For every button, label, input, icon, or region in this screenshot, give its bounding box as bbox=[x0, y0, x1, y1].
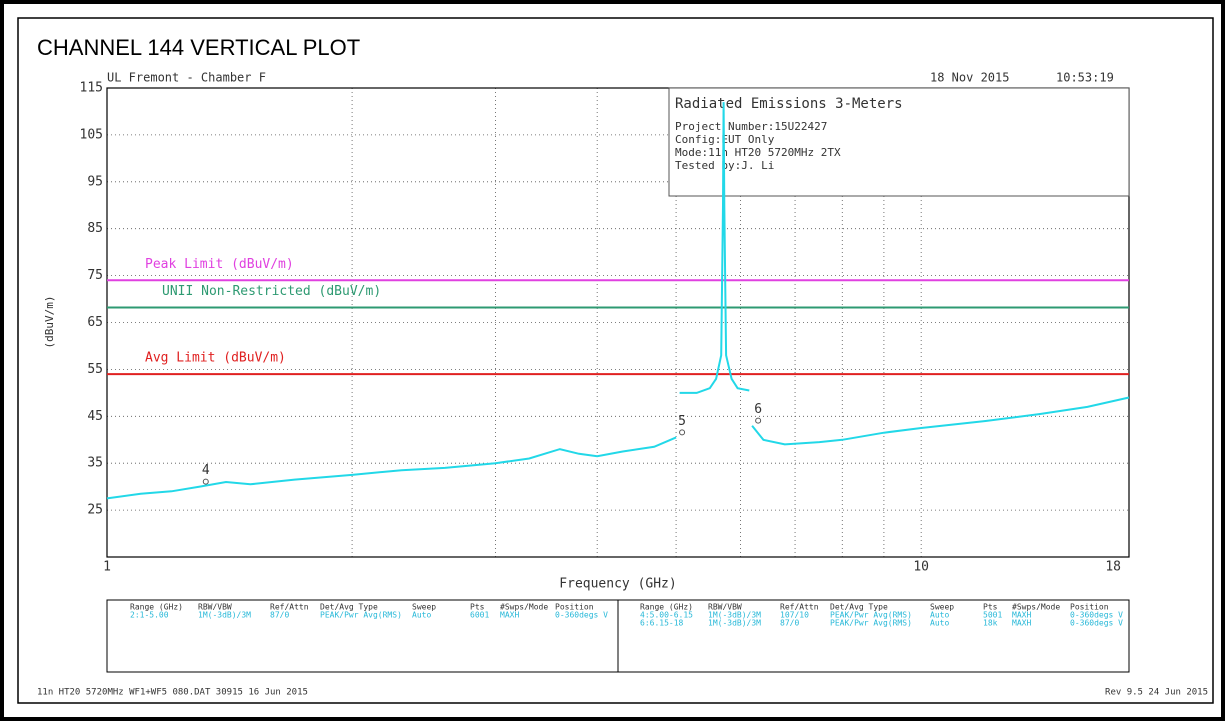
limit-label: UNII Non-Restricted (dBuV/m) bbox=[162, 284, 381, 299]
table-cell: MAXH bbox=[500, 611, 519, 620]
y-tick-label: 75 bbox=[87, 268, 103, 283]
table-cell: PEAK/Pwr Avg(RMS) bbox=[830, 619, 912, 628]
table-cell: PEAK/Pwr Avg(RMS) bbox=[320, 611, 402, 620]
chart-title: CHANNEL 144 VERTICAL PLOT bbox=[37, 35, 360, 60]
table-cell: 107/10 bbox=[780, 611, 809, 620]
limit-label: Avg Limit (dBuV/m) bbox=[145, 351, 286, 366]
table-cell: 2:1-5.00 bbox=[130, 611, 169, 620]
table-header: Det/Avg Type bbox=[320, 603, 378, 612]
header-left: UL Fremont - Chamber F bbox=[107, 71, 266, 85]
y-tick-label: 115 bbox=[80, 81, 103, 96]
table-header: RBW/VBW bbox=[708, 603, 742, 612]
footer-left: 11n HT20 5720MHz WF1+WF5 080.DAT 30915 1… bbox=[37, 688, 308, 698]
table-cell: Auto bbox=[412, 611, 431, 620]
table-header: Sweep bbox=[412, 603, 436, 612]
table-header: Pts bbox=[983, 603, 998, 612]
table-cell: 1M(-3dB)/3M bbox=[708, 619, 761, 628]
table-cell: 6:6.15-18 bbox=[640, 619, 684, 628]
trace-line bbox=[751, 396, 1130, 446]
header-date: 18 Nov 2015 bbox=[930, 71, 1009, 85]
x-tick-label: 10 bbox=[913, 560, 929, 575]
y-tick-label: 85 bbox=[87, 221, 103, 236]
table-cell: 5001 bbox=[983, 611, 1002, 620]
table-header: #Swps/Mode bbox=[500, 603, 548, 612]
x-tick-label: 18 bbox=[1105, 560, 1121, 575]
marker-label: 5 bbox=[678, 414, 686, 429]
marker bbox=[679, 429, 686, 436]
y-tick-label: 55 bbox=[87, 362, 103, 377]
inner-frame bbox=[17, 17, 1214, 704]
table-cell: 0-360degs V bbox=[1070, 611, 1123, 620]
table-header: RBW/VBW bbox=[198, 603, 232, 612]
marker bbox=[755, 417, 762, 424]
table-header: Ref/Attn bbox=[270, 603, 309, 612]
marker-label: 6 bbox=[754, 402, 762, 417]
table-cell: 1M(-3dB)/3M bbox=[708, 611, 761, 620]
table-cell: 18k bbox=[983, 619, 998, 628]
header-time: 10:53:19 bbox=[1056, 71, 1114, 85]
table-header: Pts bbox=[470, 603, 485, 612]
y-tick-label: 65 bbox=[87, 315, 103, 330]
table-cell: 0-360degs V bbox=[1070, 619, 1123, 628]
table-header: Sweep bbox=[930, 603, 954, 612]
info-text: Config:EUT Only bbox=[675, 133, 775, 146]
trace-line bbox=[679, 102, 750, 394]
limit-label: Peak Limit (dBuV/m) bbox=[145, 257, 294, 272]
table-cell: 6001 bbox=[470, 611, 489, 620]
y-axis-label: (dBuV/m) bbox=[43, 296, 56, 349]
y-tick-label: 95 bbox=[87, 174, 103, 189]
table-cell: 1M(-3dB)/3M bbox=[198, 611, 251, 620]
y-tick-label: 35 bbox=[87, 456, 103, 471]
table-header: Range (GHz) bbox=[130, 603, 183, 612]
table-header: Det/Avg Type bbox=[830, 603, 888, 612]
table-cell: Auto bbox=[930, 611, 949, 620]
table-cell: 0-360degs V bbox=[555, 611, 608, 620]
table-cell: 4:5.00-6.15 bbox=[640, 611, 693, 620]
table-cell: 87/0 bbox=[780, 619, 799, 628]
table-header: Position bbox=[1070, 603, 1109, 612]
table-header: Ref/Attn bbox=[780, 603, 819, 612]
table-cell: PEAK/Pwr Avg(RMS) bbox=[830, 611, 912, 620]
info-text: Radiated Emissions 3-Meters bbox=[675, 96, 903, 112]
plot-frame bbox=[106, 87, 1130, 558]
trace-line bbox=[106, 436, 677, 500]
table-header: Range (GHz) bbox=[640, 603, 693, 612]
marker-label: 4 bbox=[202, 463, 210, 478]
table-cell: 87/0 bbox=[270, 611, 289, 620]
x-tick-label: 1 bbox=[103, 560, 111, 575]
marker bbox=[202, 478, 209, 485]
table-header: #Swps/Mode bbox=[1012, 603, 1060, 612]
info-text: Project Number:15U22427 bbox=[675, 120, 827, 133]
table-cell: MAXH bbox=[1012, 611, 1031, 620]
y-tick-label: 105 bbox=[80, 127, 103, 142]
y-tick-label: 45 bbox=[87, 409, 103, 424]
table-header: Position bbox=[555, 603, 594, 612]
table-cell: MAXH bbox=[1012, 619, 1031, 628]
x-axis-label: Frequency (GHz) bbox=[559, 577, 676, 592]
info-text: Mode:11n HT20 5720MHz 2TX bbox=[675, 146, 841, 159]
y-tick-label: 25 bbox=[87, 503, 103, 518]
footer-right: Rev 9.5 24 Jun 2015 bbox=[1105, 688, 1208, 698]
info-box bbox=[668, 87, 1130, 197]
table-cell: Auto bbox=[930, 619, 949, 628]
